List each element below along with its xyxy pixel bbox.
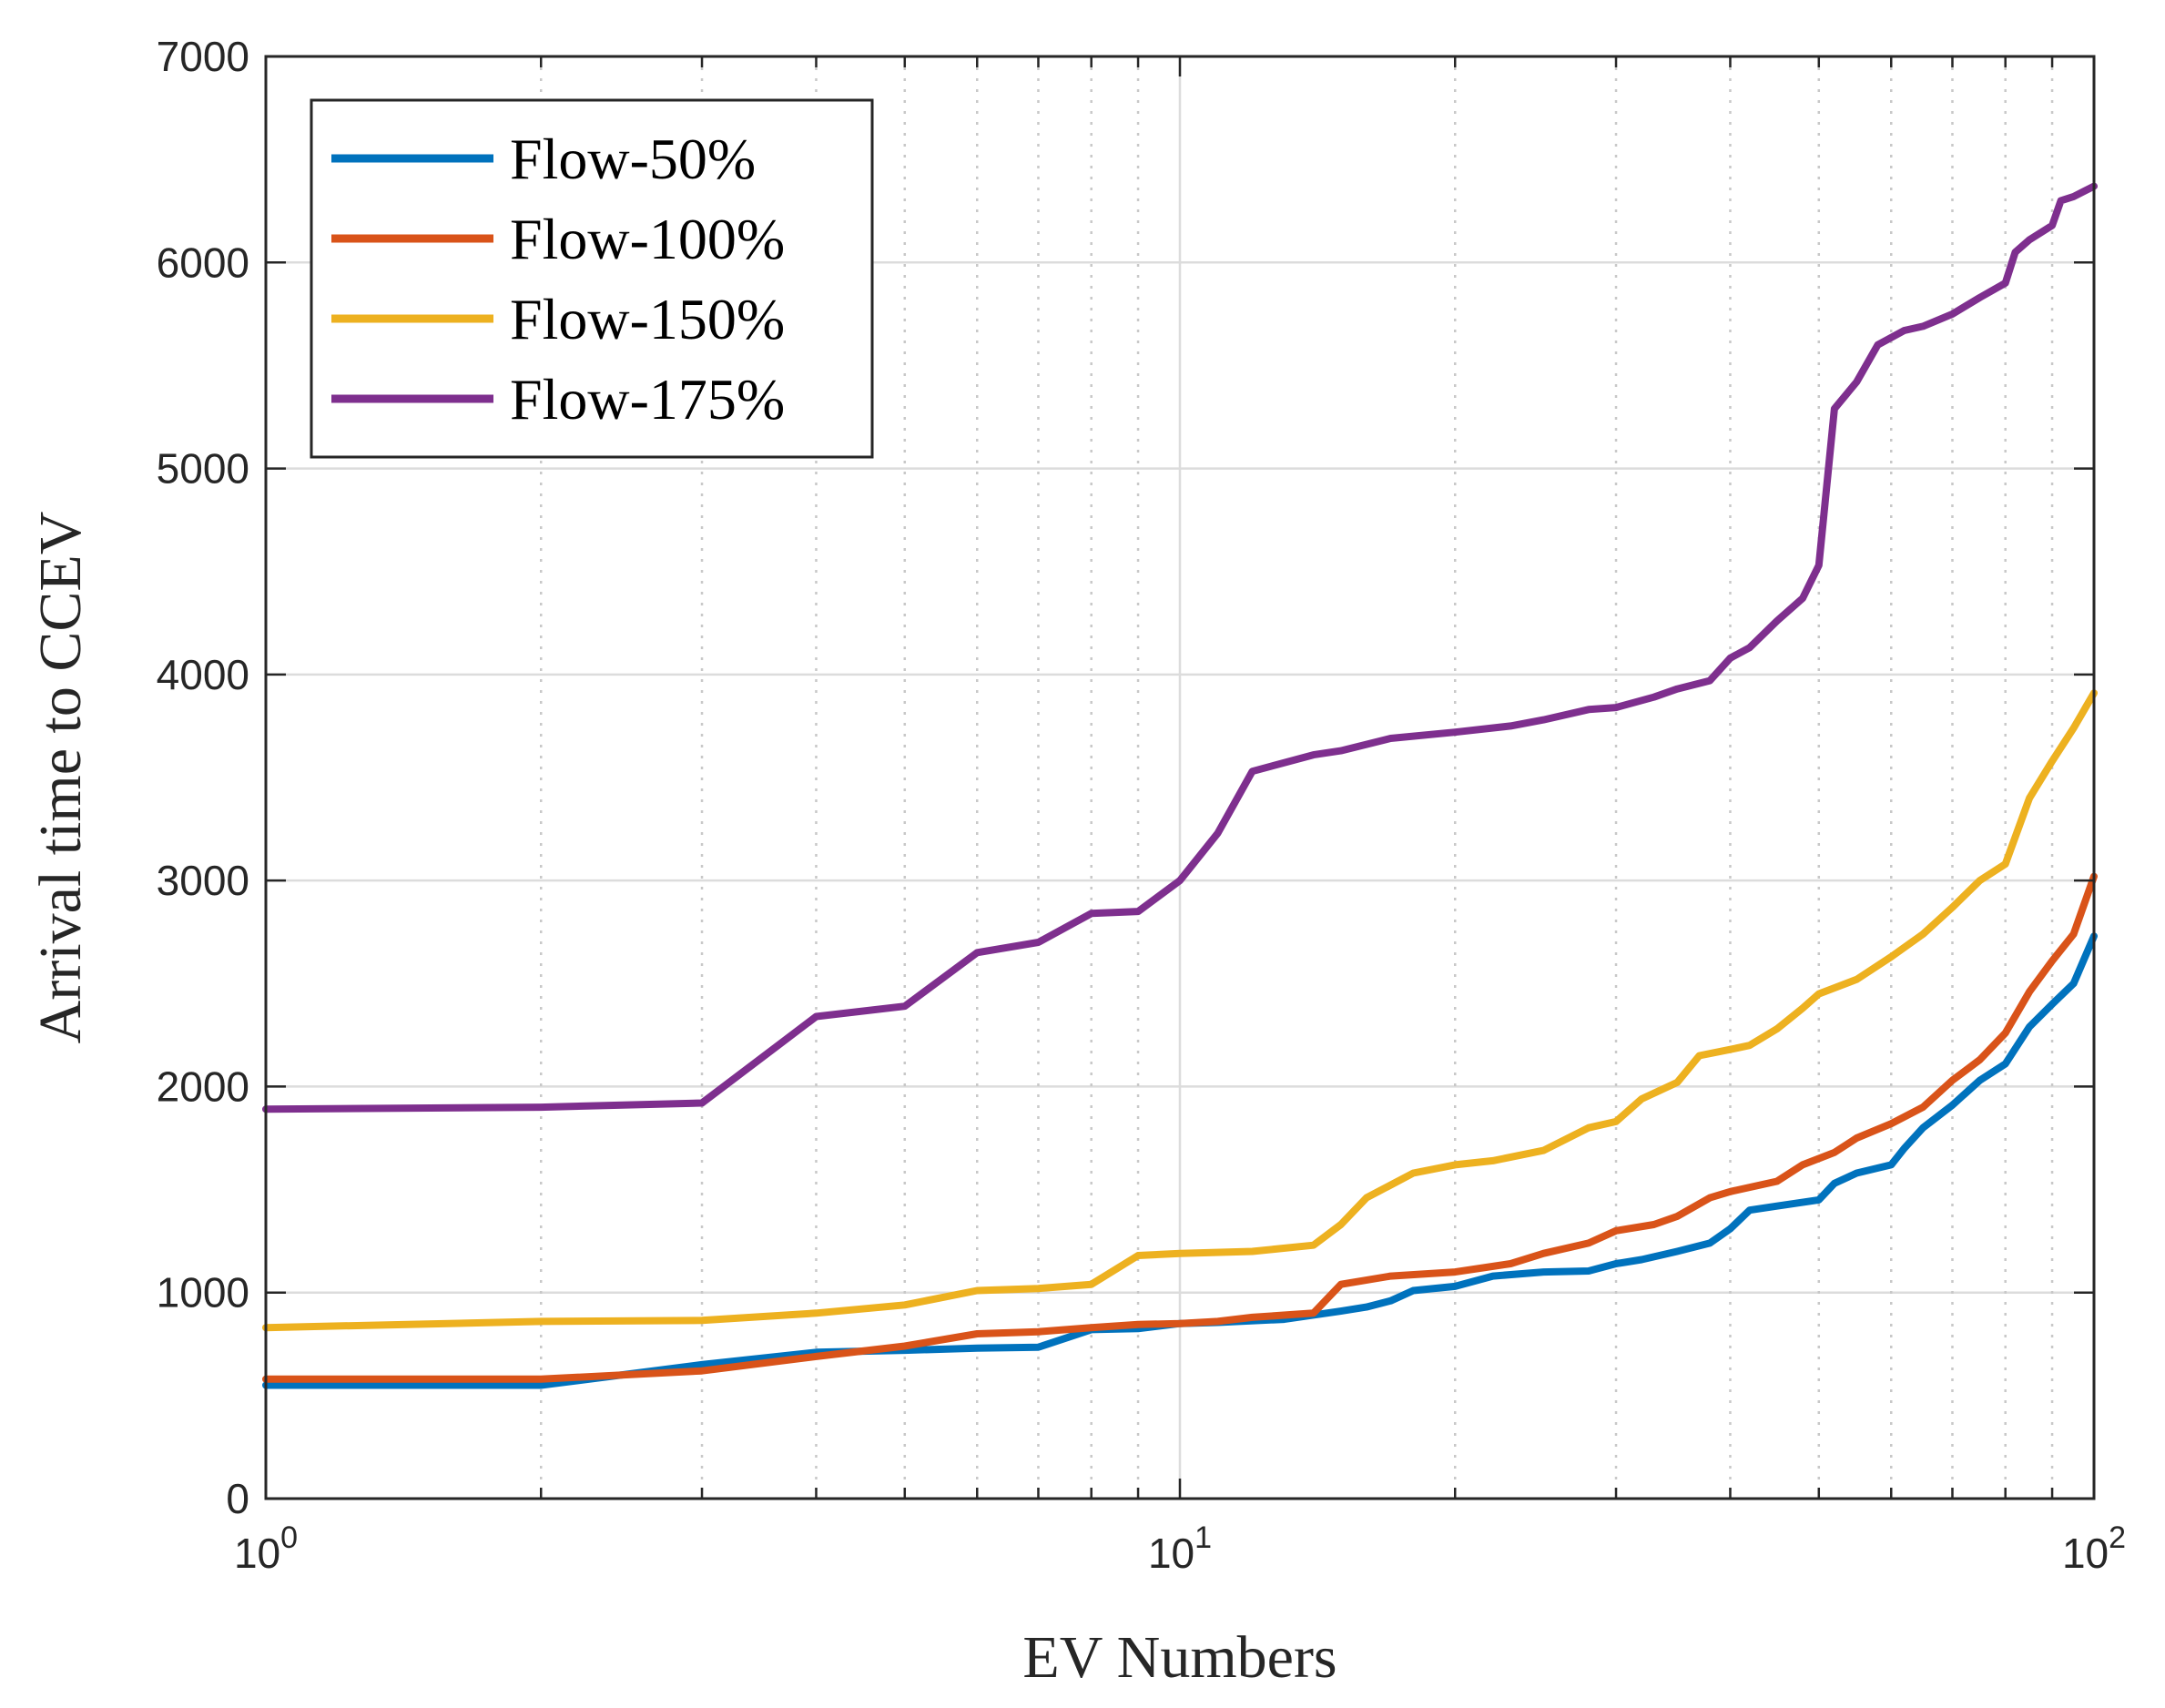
y-tick-label: 2000 [157,1062,249,1110]
x-tick-exponent: 2 [2109,1520,2126,1555]
x-tick-exponent: 1 [1194,1520,1212,1555]
series-line-flow-175 [262,182,2098,1113]
series-lines [262,182,2098,1389]
x-tick-exponent: 0 [280,1520,298,1555]
legend-label-flow-150: Flow-150% [510,287,785,351]
y-tick-label: 1000 [157,1269,249,1317]
y-tick-label: 7000 [157,33,249,80]
series-line-flow-50 [262,932,2098,1389]
y-tick-label: 4000 [157,651,249,698]
x-tick-label: 101 [1148,1520,1212,1577]
y-tick-label: 3000 [157,857,249,904]
y-tick-label: 5000 [157,445,249,493]
legend-label-flow-175: Flow-175% [510,367,785,432]
series-line-flow-150 [262,689,2098,1332]
legend-label-flow-50: Flow-50% [510,127,756,191]
x-tick-base: 10 [1148,1530,1194,1577]
x-tick-label: 100 [234,1520,298,1577]
x-tick-label: 102 [2062,1520,2126,1577]
x-tick-base: 10 [2062,1530,2109,1577]
x-axis-title: EV Numbers [1022,1624,1337,1691]
tick-marks [264,55,2096,1500]
legend: Flow-50% Flow-100% Flow-150% Flow-175% [310,98,874,459]
y-axis-title: Arrival time to CCEV [27,512,94,1044]
legend-label-flow-100: Flow-100% [510,207,785,271]
y-tick-label: 6000 [157,239,249,286]
x-tick-base: 10 [234,1530,280,1577]
y-tick-label: 0 [226,1475,249,1522]
series-line-flow-100 [262,872,2098,1383]
